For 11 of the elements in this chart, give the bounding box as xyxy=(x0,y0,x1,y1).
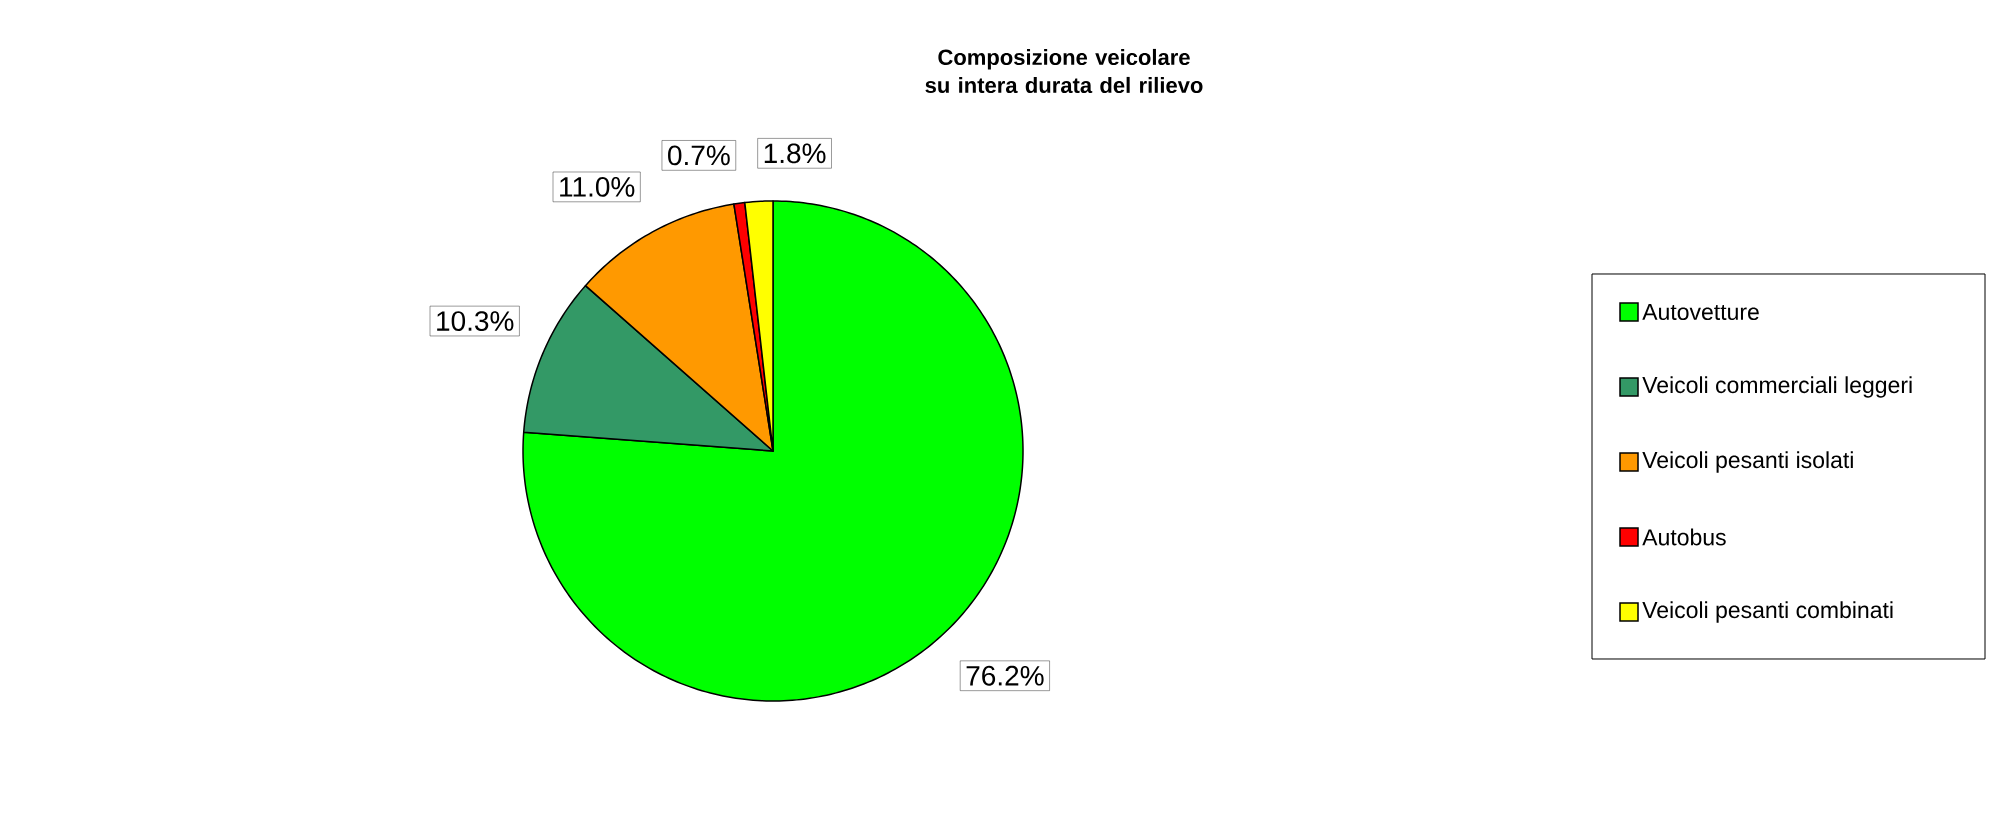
chart-title: Composizione veicolare su intera durata del rilievo xyxy=(925,48,1203,94)
data-label: 11.0% xyxy=(560,176,635,197)
legend-label: Autovetture xyxy=(1642,303,1759,321)
data-label: 1.8% xyxy=(764,143,826,164)
legend-label: Veicoli commerciali leggeri xyxy=(1642,376,1912,398)
data-label: 0.7% xyxy=(668,145,730,166)
legend-label: Autobus xyxy=(1642,528,1726,546)
legend-label: Veicoli pesanti isolati xyxy=(1642,451,1853,473)
legend-label: Veicoli pesanti combinati xyxy=(1642,601,1893,623)
data-label: 10.3% xyxy=(437,311,514,331)
data-label: 76.2% xyxy=(966,665,1044,686)
